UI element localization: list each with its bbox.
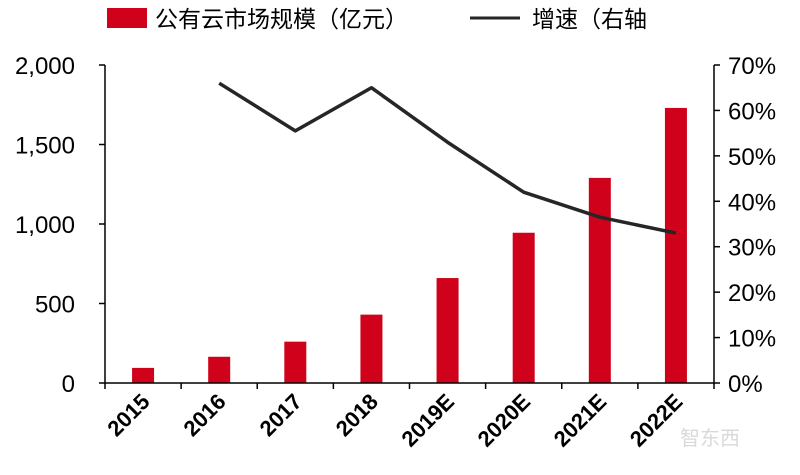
x-tick-label: 2019E — [396, 389, 459, 452]
bar-2020E — [512, 232, 535, 383]
right-tick-label: 40% — [728, 189, 776, 216]
left-tick-label: 500 — [35, 292, 75, 319]
growth-line — [218, 81, 677, 235]
bar-2021E — [588, 177, 611, 383]
x-tick-label: 2018 — [331, 389, 383, 441]
watermark: 智东西 — [680, 426, 740, 450]
left-tick-label: 2,000 — [15, 53, 75, 80]
x-tick-label: 2015 — [102, 389, 154, 441]
left-tick-label: 0 — [62, 371, 75, 398]
right-tick-label: 0% — [728, 371, 763, 398]
bar-2022E — [664, 107, 687, 384]
right-tick-label: 20% — [728, 280, 776, 307]
bar-2019E — [436, 278, 459, 383]
plot-area: 0 500 1,000 1,500 2,000 0% 10% 20% 30% 40% 50% 60% 7… — [15, 53, 776, 452]
right-tick-label: 60% — [728, 98, 776, 125]
legend-bar-label: 公有云市场规模（亿元） — [155, 7, 408, 33]
bar-2016 — [208, 356, 231, 383]
x-tick-label: 2022E — [625, 389, 688, 452]
left-tick-label: 1,000 — [15, 212, 75, 239]
right-tick-label: 10% — [728, 326, 776, 353]
left-tick-label: 1,500 — [15, 133, 75, 160]
x-tick-label: 2020E — [473, 389, 536, 452]
legend: 公有云市场规模（亿元） 增速（右轴 — [107, 7, 647, 33]
legend-bar-swatch — [107, 8, 147, 28]
right-tick-label: 30% — [728, 235, 776, 262]
bar-2015 — [132, 367, 155, 383]
x-tick-label: 2021E — [549, 389, 612, 452]
bar-2017 — [284, 341, 307, 383]
right-tick-label: 70% — [728, 53, 776, 80]
legend-line-label: 增速（右轴 — [532, 7, 647, 33]
right-tick-label: 50% — [728, 144, 776, 171]
x-tick-label: 2017 — [255, 389, 307, 441]
bar-2018 — [360, 314, 383, 383]
x-tick-label: 2016 — [178, 389, 230, 441]
